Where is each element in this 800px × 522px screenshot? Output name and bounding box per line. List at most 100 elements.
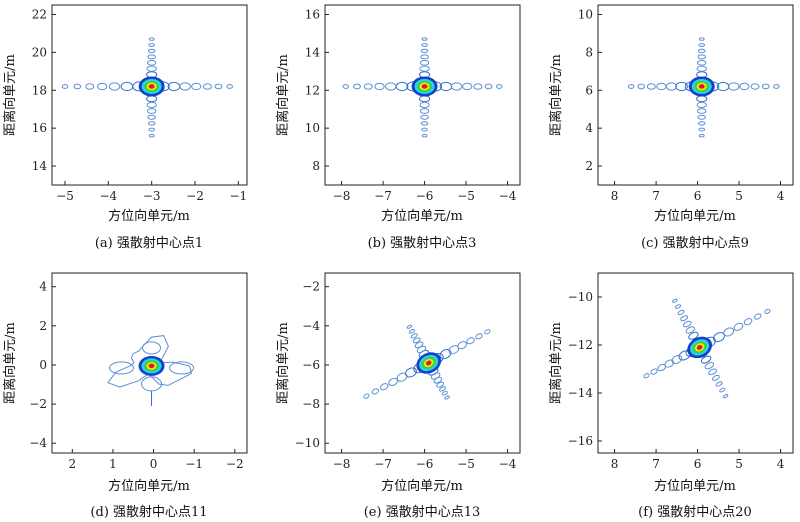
x-tick-label: 7 [652, 189, 660, 203]
contour-ring [404, 367, 417, 378]
contour-ring [671, 354, 683, 365]
contour-ring [148, 127, 156, 132]
contour-ring [433, 376, 443, 384]
contour-ring [697, 114, 706, 120]
contour-ring [715, 381, 723, 387]
x-tick-label: 4 [777, 457, 785, 471]
contour-ring [61, 84, 69, 89]
x-axis-label: 方位向单元/m [108, 478, 190, 494]
x-tick-label: 8 [611, 457, 619, 471]
contour-ring [419, 101, 430, 109]
contour-ring [421, 127, 428, 132]
y-tick-label: −12 [568, 338, 593, 352]
contour-ring [420, 54, 429, 60]
panel-d: 2 1 0 −1 −2 −4 −2 0 2 4 方位向单元/m 距离向单元/m (d) 强散射中心… [2, 272, 248, 520]
contour-ring [697, 48, 706, 54]
contour-ring [420, 121, 429, 126]
contour-ring [379, 383, 389, 391]
x-tick-label: 1 [109, 457, 117, 471]
contour-ring [473, 83, 483, 90]
contour-ring [646, 83, 656, 90]
contour-ring [754, 313, 762, 320]
contour-ring [696, 65, 707, 72]
x-tick-label: −4 [499, 457, 517, 471]
x-tick-label: −5 [457, 189, 475, 203]
contour-ring [677, 309, 685, 316]
contour-ring [764, 308, 771, 314]
x-tick-label: 6 [694, 189, 702, 203]
y-axis-label: 距离向单元/m [2, 322, 18, 404]
y-tick-label: −2 [29, 397, 47, 411]
contour-ring [484, 83, 493, 90]
x-tick-label: 7 [652, 457, 660, 471]
panel-caption: (f) 强散射中心点20 [638, 504, 752, 520]
contour-ring [146, 95, 158, 103]
contour-ring [680, 315, 689, 322]
x-tick-label: 2 [68, 457, 76, 471]
contour-ring [421, 134, 428, 138]
panel-caption: (a) 强散射中心点1 [95, 235, 203, 251]
x-tick-label: 8 [611, 189, 619, 203]
plot-frame [597, 4, 794, 186]
y-axis-label: 距离向单元/m [275, 322, 291, 404]
x-tick-label: −8 [333, 189, 351, 203]
contour-ring [457, 341, 468, 350]
contour-ring [685, 326, 696, 334]
y-tick-label: 4 [39, 280, 47, 294]
peak-core-level-5 [425, 360, 432, 366]
contour-ring [109, 361, 135, 375]
y-tick-label: 8 [312, 159, 320, 173]
x-tick-label: −2 [186, 189, 204, 203]
panel-caption: (d) 强散射中心点11 [90, 504, 207, 520]
contour-ring [722, 394, 729, 399]
y-tick-label: 14 [305, 45, 321, 59]
contour-ring [147, 48, 156, 54]
panel-caption: (e) 强散射中心点13 [364, 504, 481, 520]
contour-ring [650, 368, 658, 375]
x-tick-label: −8 [333, 457, 351, 471]
peak-core-level-5 [148, 84, 155, 89]
contour-ring [439, 349, 452, 360]
y-tick-label: 18 [32, 83, 47, 97]
x-tick-label: −5 [56, 189, 74, 203]
contour-ring [698, 134, 705, 138]
x-tick-label: −1 [229, 189, 247, 203]
contour-ring [682, 320, 692, 328]
plot-frame [51, 4, 248, 186]
x-tick-label: −6 [416, 457, 434, 471]
contour-ring [436, 381, 445, 388]
plot-frame [51, 272, 248, 454]
contour-ring [733, 322, 744, 331]
contour-ring [342, 84, 350, 89]
contour-ring [395, 81, 409, 92]
contour-ring [475, 333, 483, 340]
contour-ring [142, 341, 162, 355]
y-tick-label: 22 [32, 7, 47, 21]
contour-ring [704, 362, 715, 370]
contour-ring [728, 82, 740, 91]
contour-ring [761, 83, 770, 90]
panel-caption: (b) 强散射中心点3 [368, 235, 477, 251]
contour-ring [148, 37, 155, 41]
y-tick-label: −14 [568, 386, 594, 400]
contour-ring [675, 81, 688, 92]
panel-caption: (c) 强散射中心点9 [641, 235, 749, 251]
contour-ring [637, 83, 646, 90]
y-tick-label: −10 [295, 436, 320, 450]
panel-e: −8 −7 −6 −5 −4 −10 −8 −6 −4 −2 方位向单元/m 距离向单元/m (e… [275, 272, 521, 520]
contour-ring [697, 59, 707, 66]
y-tick-label: 2 [39, 319, 47, 333]
contour-ring [739, 82, 750, 91]
contour-ring [408, 328, 415, 334]
contour-ring [419, 65, 430, 72]
y-tick-label: 10 [305, 121, 320, 135]
contour-ring [148, 43, 156, 47]
contour-ring [438, 386, 447, 392]
y-axis-label: 距离向单元/m [548, 54, 564, 136]
x-tick-label: −6 [416, 189, 434, 203]
contour-ring [421, 37, 428, 41]
peak-core-level-5 [421, 84, 428, 89]
contour-ring [672, 298, 678, 303]
contour-ring [85, 83, 95, 90]
